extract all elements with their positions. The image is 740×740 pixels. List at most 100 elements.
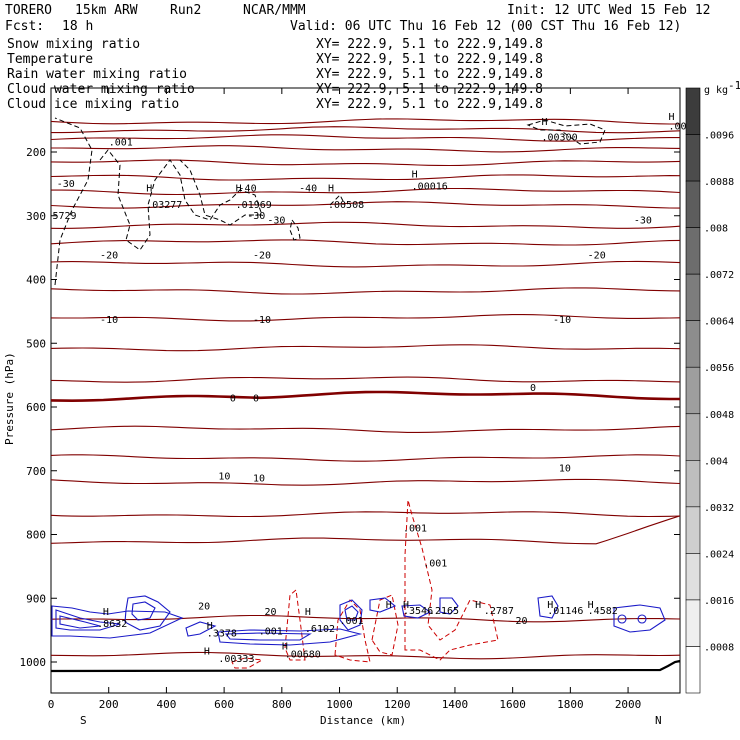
contour-label: -30 [247,211,265,222]
contour-label: .00016 [412,182,448,193]
colorbar-label: .0024 [704,549,734,560]
snow-contour [99,149,263,251]
contour-label: -40 [239,184,257,195]
contour-label: .001 [423,558,447,569]
isotherm-line [50,515,681,545]
cloud-water-contour [217,628,363,646]
y-tick-label: 800 [26,529,46,542]
cloud-water-contour [617,614,627,624]
isotherm-line [50,201,681,209]
contour-label: -10 [553,315,571,326]
contour-label: 10 [559,463,571,474]
colorbar-label: .0016 [704,596,734,607]
isotherm-line [50,376,681,383]
legend-entry-xy: XY= 222.9, 5.1 to 222.9,149.8 [316,82,543,97]
contour-label: .00300 [542,133,578,144]
snow-contour-layer [54,117,606,286]
colorbar-label: .0056 [704,363,734,374]
contour-label: .4582 [588,606,618,617]
cloud-water-contour [55,609,121,631]
contour-label: -40 [299,184,317,195]
contour-label: -10 [100,315,118,326]
plot-frame [50,87,681,694]
colorbar-cell [685,227,701,275]
extremum-marker: H [146,184,152,195]
isotherm-line [51,145,681,153]
colorbar-label: .0032 [704,503,734,514]
isotherm-line [50,239,681,246]
contour-label: -20 [253,250,271,261]
contour-label: -10 [253,315,271,326]
x-tick-label: 1000 [326,698,353,711]
model-name: TORERO [5,3,52,18]
extremum-marker: H [475,600,481,611]
cloud-water-contour [537,595,559,619]
valid-time: Valid: 06 UTC Thu 16 Feb 12 (00 CST Thu … [290,19,681,34]
cloud-water-contour [439,597,459,615]
cloud-water-contour-layer [51,595,666,646]
cloud-water-contour [51,605,184,639]
cloud-water-contour [637,614,647,624]
contour-label: .8632 [97,619,127,630]
contour-label: .6102 [305,624,335,635]
fcst-label: Fcst: [5,19,44,34]
contour-label: 5729 [52,211,76,222]
isotherm-line [50,260,681,268]
cloud-water-contour [224,632,312,641]
extremum-marker: H [588,600,594,611]
contour-label: 20 [198,602,210,613]
cloud-water-contour [185,621,217,637]
y-tick-label: 300 [26,210,46,223]
isotherm-line [50,159,681,167]
colorbar-cell [685,320,701,368]
snow-contour [289,218,301,241]
colorbar-cell [685,553,701,601]
extremum-marker: H [668,112,674,123]
model-run: Run2 [170,3,201,18]
y-tick-label: 900 [26,592,46,605]
extremum-marker: H [207,621,213,632]
contour-label: -20 [588,250,606,261]
isotherm-line [50,614,681,623]
x-tick-label: 1200 [384,698,411,711]
cloud-water-contour [369,597,397,613]
contour-label: -20 [100,250,118,261]
cloud-water-contour [59,615,101,629]
contour-label: .001 [340,616,364,627]
x-axis-title: Distance (km) [320,714,406,727]
contour-label: 10 [253,474,265,485]
extremum-marker: H [412,170,418,181]
end-label-right: N [655,714,662,727]
rain-contour [284,589,306,661]
colorbar-label: .0064 [704,317,734,328]
legend-entry-xy: XY= 222.9, 5.1 to 222.9,149.8 [316,37,543,52]
isotherm-line [51,126,681,134]
snow-contour [329,194,346,206]
colorbar-cell [685,180,701,228]
colorbar-cell [685,413,701,461]
contour-label: 20 [265,607,277,618]
colorbar-cell [685,506,701,554]
end-label-left: S [80,714,87,727]
colorbar-label: .0072 [704,270,734,281]
colorbar-cell [685,134,701,182]
colorbar-cell [685,646,701,694]
contour-label: .2787 [484,606,514,617]
rain-contour [404,499,499,661]
contour-label: .01146 [547,606,583,617]
colorbar-cell [685,366,701,415]
colorbar-cell [685,460,701,508]
legend-entry-xy: XY= 222.9, 5.1 to 222.9,149.8 [316,67,543,82]
contour-label: .001 [259,627,283,638]
x-tick-label: 2000 [615,698,642,711]
colorbar-cell [685,273,701,321]
cloud-water-contour [401,604,432,619]
colorbar-unit-exponent: -1 [728,79,740,92]
cloud-water-contour [613,604,666,633]
rain-contour [371,594,399,656]
contour-label: 0 [530,383,536,394]
legend-entry-name: Cloud water mixing ratio [7,82,195,97]
contour-label: .01969 [236,200,272,211]
snow-contour [54,117,93,286]
